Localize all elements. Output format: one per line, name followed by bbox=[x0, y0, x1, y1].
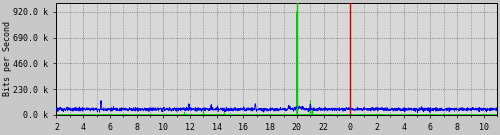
Y-axis label: Bits per Second: Bits per Second bbox=[3, 21, 12, 96]
